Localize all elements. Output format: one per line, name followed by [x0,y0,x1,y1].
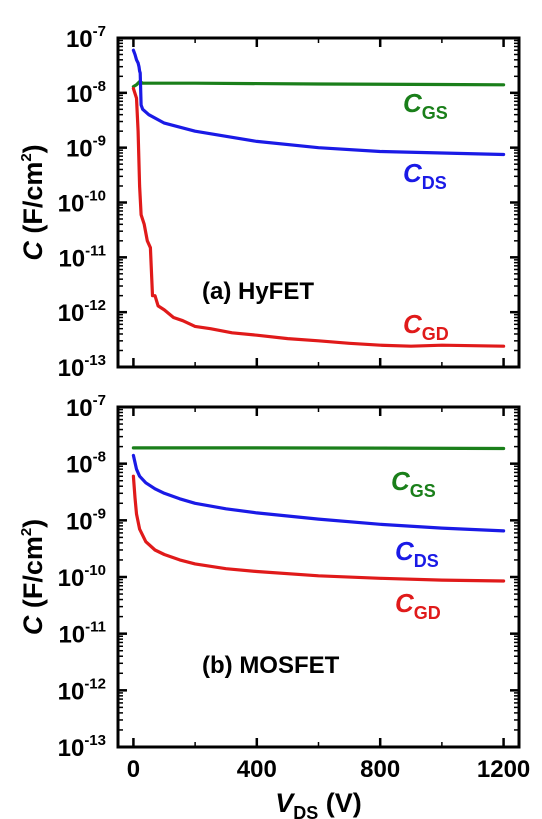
y-tick-label: 10-12 [58,675,106,705]
series-label-gs: CGS [403,88,448,123]
panel-mosfet: 10-13 10-12 10-11 10-10 10-9 10-8 10-7 0 400 800 1… [18,392,530,783]
x-axis-title: VDS (V) [275,788,362,819]
y-tick-label: 10-11 [58,619,106,649]
y-tick-label: 10-13 [58,352,106,382]
series-line-ds [131,453,506,533]
x-tick-label: 400 [237,756,277,783]
series-line-gd [131,474,506,583]
panel-label: (a) HyFET [202,278,314,305]
y-tick-label: 10-9 [66,505,106,535]
series-label-gs: CGS [391,466,436,501]
series-label-gd: CGD [403,309,449,344]
y-tick-label: 10-10 [58,562,106,592]
y-tick-label: 10-11 [58,242,106,272]
x-tick-label: 800 [360,756,400,783]
y-tick-label: 10-7 [66,392,106,422]
y-tick-label: 10-8 [66,449,106,479]
y-axis-title: C (F/cm2) [18,144,48,260]
series-line-ds [131,48,506,157]
panel-label: (b) MOSFET [202,652,340,679]
x-tick-label: 0 [127,756,140,783]
series-line-gs [131,80,506,89]
y-tick-label: 10-7 [66,23,106,53]
series-label-ds: CDS [395,536,439,571]
y-tick-label: 10-10 [58,188,106,218]
y-axis-title: C (F/cm2) [18,519,48,635]
y-tick-label: 10-12 [58,297,106,327]
x-tick-label: 1200 [477,756,530,783]
y-tick-label: 10-9 [66,133,106,163]
series-line-gs [131,446,506,451]
series-label-gd: CGD [395,588,441,623]
y-tick-label: 10-13 [58,732,106,762]
y-tick-label: 10-8 [66,78,106,108]
panel-hyfet: 10-13 10-12 10-11 10-10 10-9 10-8 10-7 CGS CDS CG… [18,23,521,382]
series-line-gd [131,86,506,348]
series-label-ds: CDS [403,158,447,193]
